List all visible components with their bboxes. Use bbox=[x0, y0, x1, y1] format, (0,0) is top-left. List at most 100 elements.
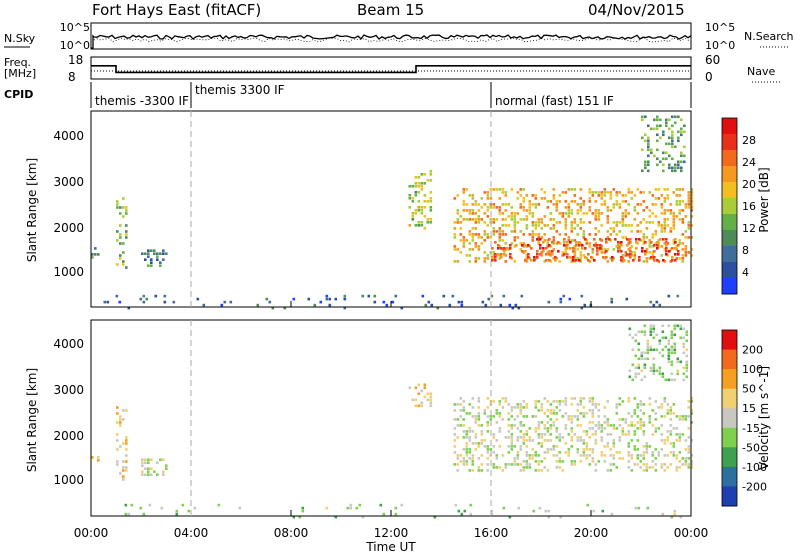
velocity-colorbar-tick-2: 50 bbox=[742, 383, 756, 396]
nave-tick-low: 0 bbox=[705, 70, 713, 84]
power-colorbar-color-7 bbox=[722, 230, 737, 247]
power-ytick-3000: 3000 bbox=[53, 175, 84, 189]
velocity-colorbar-tick-4: -15 bbox=[742, 422, 760, 435]
vel-ytick-2000: 2000 bbox=[53, 429, 84, 443]
date-label: 04/Nov/2015 bbox=[588, 1, 685, 19]
power-colorbar-tick-2: 20 bbox=[742, 178, 756, 191]
cpid-segment-1: themis -3300 IF bbox=[95, 94, 189, 108]
nsky-tick-high: 10^5 bbox=[60, 21, 90, 34]
velocity-heatmap bbox=[91, 324, 694, 519]
vel-plot-region-1 bbox=[116, 406, 128, 481]
velocity-ylabel: Slant Range [km] bbox=[25, 368, 39, 472]
cpid-segment-3: normal (fast) 151 IF bbox=[495, 94, 614, 108]
freq-label: Freq. bbox=[4, 56, 31, 69]
power-colorbar-tick-5: 8 bbox=[742, 244, 749, 257]
time-axis: 00:00 04:00 08:00 12:00 16:00 20:00 00:00 bbox=[74, 111, 709, 540]
vel-plot-region-6 bbox=[124, 503, 683, 519]
vel-plot-region-5 bbox=[628, 324, 689, 382]
velocity-colorbar-frame bbox=[721, 329, 738, 507]
cpid-segment-2: themis 3300 IF bbox=[195, 83, 285, 97]
power-colorbar-label: Power [dB] bbox=[757, 167, 771, 232]
velocity-colorbar-tick-7: -200 bbox=[742, 480, 767, 493]
power-colorbar-color-0 bbox=[722, 118, 737, 135]
power-plot-region-5 bbox=[491, 238, 680, 262]
freq-unit: [MHz] bbox=[4, 67, 36, 80]
power-ytick-2000: 2000 bbox=[53, 221, 84, 235]
freq-tick-low: 8 bbox=[68, 70, 76, 84]
power-colorbar-tick-6: 4 bbox=[742, 266, 749, 279]
vel-ytick-1000: 1000 bbox=[53, 473, 84, 487]
power-heatmap bbox=[91, 115, 694, 310]
vel-plot-region-0 bbox=[91, 456, 100, 462]
power-plot-region-3 bbox=[408, 170, 433, 230]
nsky-line bbox=[91, 34, 692, 49]
power-colorbar-tick-0: 28 bbox=[742, 134, 756, 147]
nsearch-tick-high: 10^5 bbox=[705, 21, 735, 34]
nsky-trace bbox=[91, 34, 692, 49]
freq-tick-high: 18 bbox=[68, 53, 83, 67]
xaxis-tick-2: 08:00 bbox=[274, 526, 309, 540]
velocity-colorbar-tick-0: 200 bbox=[742, 344, 763, 357]
velocity-colorbar-tick-5: -50 bbox=[742, 441, 760, 454]
power-colorbar-tick-4: 12 bbox=[742, 222, 756, 235]
xaxis-tick-6: 00:00 bbox=[674, 526, 709, 540]
xaxis-tick-4: 16:00 bbox=[474, 526, 509, 540]
velocity-colorbar-color-7 bbox=[722, 466, 737, 487]
velocity-colorbar-color-5 bbox=[722, 427, 737, 448]
nsearch-tick-low: 10^0 bbox=[705, 39, 735, 52]
power-plot-region-2 bbox=[141, 249, 168, 267]
vel-plot-region-2 bbox=[141, 458, 168, 476]
power-plot-region-0 bbox=[91, 247, 100, 259]
freq-panel: Freq. [MHz] 18 8 60 0 Nave bbox=[4, 53, 782, 84]
xaxis-tick-3: 12:00 bbox=[374, 526, 409, 540]
station-title: Fort Hays East (fitACF) bbox=[92, 1, 261, 19]
xaxis-tick-5: 20:00 bbox=[574, 526, 609, 540]
velocity-colorbar-color-3 bbox=[722, 388, 737, 409]
velocity-colorbar-tick-1: 100 bbox=[742, 363, 763, 376]
power-plot-region-6 bbox=[641, 115, 686, 173]
power-plot-region-7 bbox=[103, 294, 680, 310]
xaxis-tick-0: 00:00 bbox=[74, 526, 109, 540]
velocity-colorbar-color-6 bbox=[722, 447, 737, 468]
velocity-colorbar-label: Velocity [m s^-1] bbox=[757, 366, 771, 470]
xaxis-label: Time UT bbox=[365, 540, 416, 554]
vel-plot-region-3 bbox=[408, 383, 433, 408]
beam-label: Beam 15 bbox=[357, 1, 424, 19]
velocity-colorbar-color-8 bbox=[722, 486, 737, 507]
power-ylabel: Slant Range [km] bbox=[25, 158, 39, 262]
vel-ytick-4000: 4000 bbox=[53, 337, 84, 351]
vel-ytick-3000: 3000 bbox=[53, 383, 84, 397]
velocity-colorbar: 200 100 50 15 -15 -50 -100 -200 bbox=[721, 329, 767, 507]
freq-trace bbox=[91, 65, 691, 74]
nsky-panel: 10^5 10^0 N.Sky 10^5 10^0 N.Search bbox=[4, 21, 794, 52]
nave-tick-high: 60 bbox=[705, 53, 720, 67]
power-colorbar: 28 24 20 16 12 8 4 bbox=[721, 117, 756, 295]
power-plot-region-1 bbox=[116, 197, 128, 269]
power-colorbar-frame bbox=[721, 117, 738, 295]
xaxis-tick-1: 04:00 bbox=[174, 526, 209, 540]
nave-label: Nave bbox=[747, 65, 775, 78]
power-colorbar-color-1 bbox=[722, 134, 737, 151]
power-colorbar-color-10 bbox=[722, 278, 737, 295]
velocity-colorbar-tick-6: -100 bbox=[742, 461, 767, 474]
power-colorbar-color-3 bbox=[722, 166, 737, 183]
nsearch-label: N.Search bbox=[744, 30, 794, 43]
cpid-row: CPID themis -3300 IF themis 3300 IF norm… bbox=[4, 82, 692, 108]
velocity-panel: 4000 3000 2000 1000 Slant Range [km] 200… bbox=[25, 319, 771, 519]
velocity-colorbar-color-2 bbox=[722, 369, 737, 390]
velocity-colorbar-color-4 bbox=[722, 408, 737, 429]
freq-line bbox=[91, 65, 691, 74]
power-colorbar-color-4 bbox=[722, 182, 737, 199]
power-colorbar-color-5 bbox=[722, 198, 737, 215]
power-panel: 4000 3000 2000 1000 Slant Range [km] 28 2… bbox=[25, 110, 771, 310]
power-plot-region-4 bbox=[453, 188, 694, 263]
power-colorbar-tick-1: 24 bbox=[742, 156, 756, 169]
cpid-label: CPID bbox=[4, 88, 33, 101]
vel-plot-region-4 bbox=[453, 397, 694, 472]
power-ytick-1000: 1000 bbox=[53, 265, 84, 279]
power-ytick-4000: 4000 bbox=[53, 129, 84, 143]
power-colorbar-color-2 bbox=[722, 150, 737, 167]
velocity-colorbar-tick-3: 15 bbox=[742, 402, 756, 415]
nsearch-line bbox=[93, 37, 690, 43]
